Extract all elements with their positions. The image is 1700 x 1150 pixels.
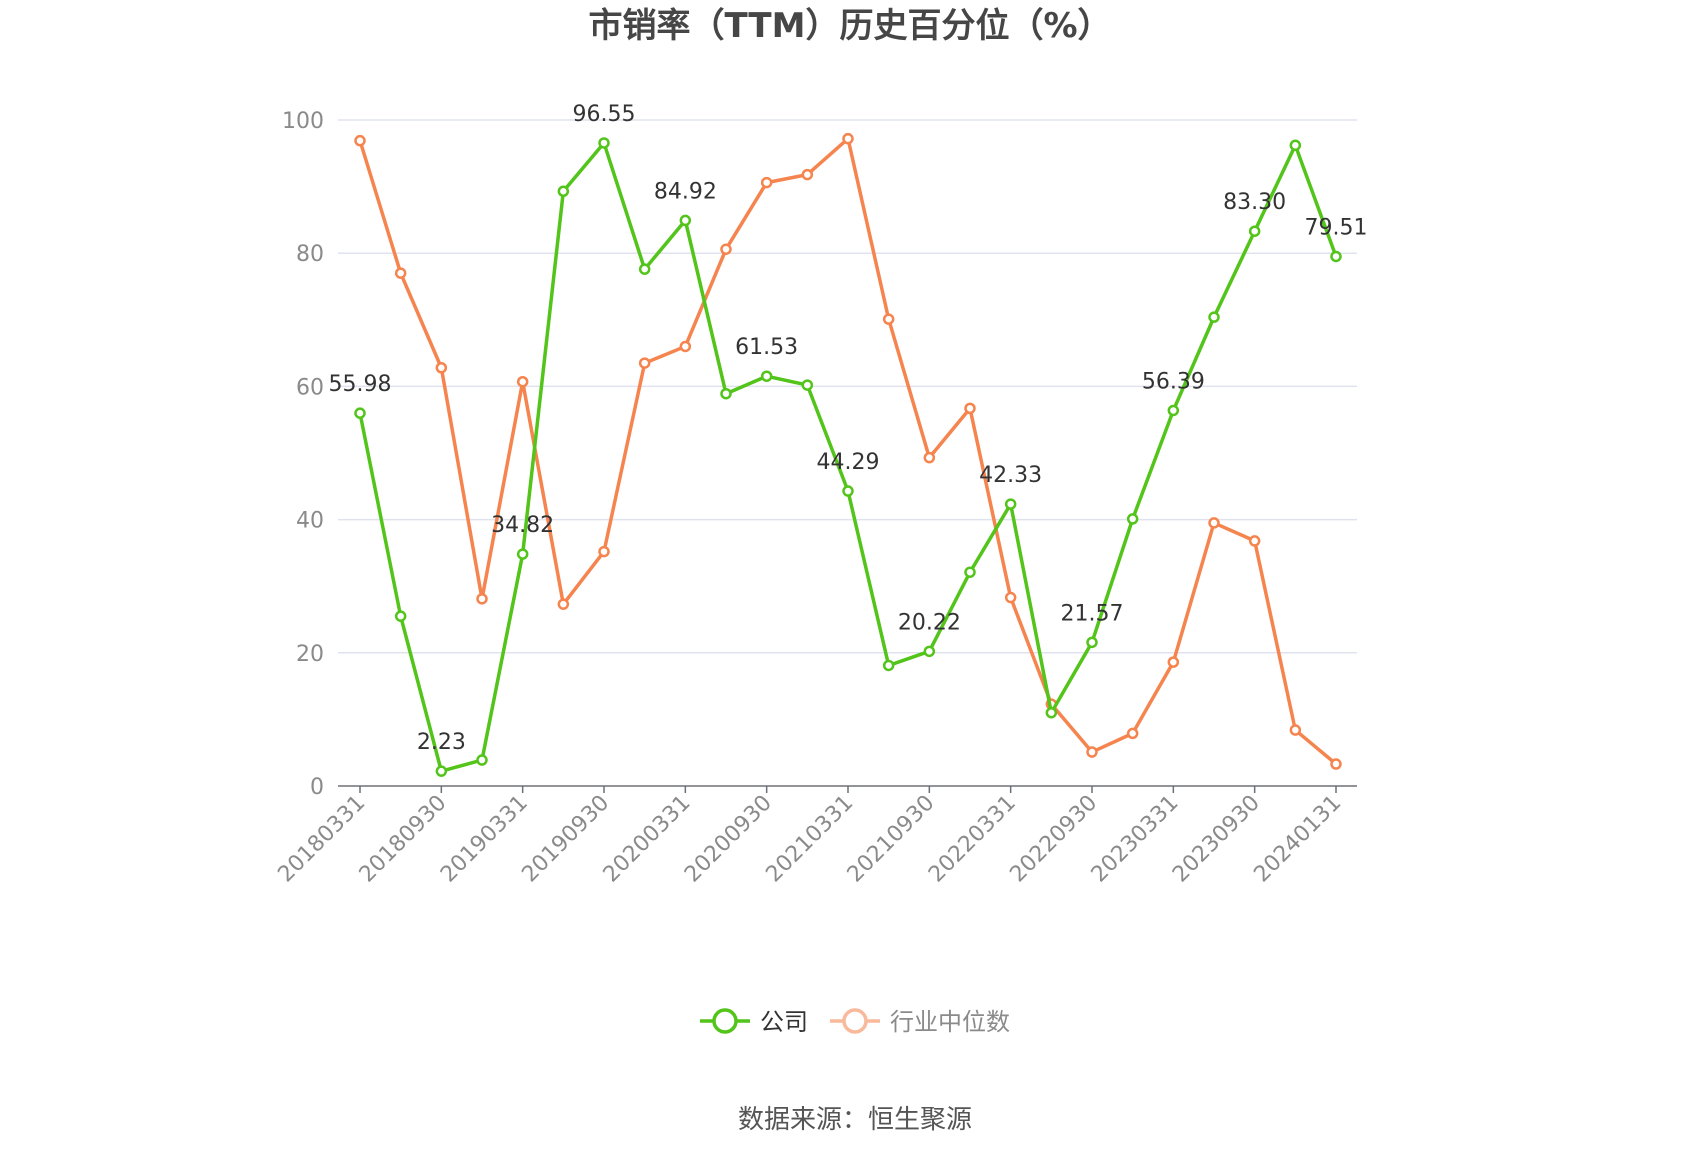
industry-median-point xyxy=(760,176,773,189)
data-label: 96.55 xyxy=(573,102,636,127)
data-label: 79.51 xyxy=(1305,215,1368,240)
industry-median-point xyxy=(882,313,895,325)
industry-median-point xyxy=(1004,591,1017,604)
x-tick-label: 20200331 xyxy=(599,791,696,888)
industry-median-point xyxy=(679,340,692,353)
gridlines xyxy=(338,119,1357,654)
company-point xyxy=(516,548,529,560)
x-tick-label: 20180331 xyxy=(273,791,370,888)
company-point xyxy=(1045,706,1058,719)
company-point xyxy=(1289,139,1302,152)
x-tick-label: 20190930 xyxy=(517,791,614,888)
industry-median-point xyxy=(1248,535,1261,547)
chart-title: 市销率（TTM）历史百分位（%） xyxy=(588,6,1111,46)
company-point xyxy=(1248,225,1261,237)
legend: 公司 行业中位数 xyxy=(700,1008,1010,1036)
company-point xyxy=(1208,311,1220,323)
company-point xyxy=(720,387,732,400)
y-tick-label: 60 xyxy=(296,375,324,400)
industry-median-point xyxy=(1289,724,1302,736)
data-label: 55.98 xyxy=(329,372,392,397)
legend-marker-icon xyxy=(842,1008,868,1034)
data-label: 34.82 xyxy=(491,513,554,538)
industry-median-point xyxy=(354,134,366,147)
company-point xyxy=(1330,250,1342,263)
company-point xyxy=(842,485,854,497)
industry-median-point xyxy=(923,451,936,464)
x-tick-label: 20220331 xyxy=(924,791,1021,888)
industry-median-point xyxy=(1330,758,1342,770)
company-point xyxy=(435,765,448,777)
company-point xyxy=(801,379,814,391)
industry-median-point xyxy=(598,545,610,558)
industry-median-point xyxy=(476,593,488,605)
data-label: 21.57 xyxy=(1061,601,1124,626)
series-lines xyxy=(354,132,1342,777)
industry-median-point xyxy=(1167,656,1180,668)
industry-median-point xyxy=(557,598,570,610)
y-axis: 0 20 40 60 80 100 xyxy=(282,109,324,800)
y-tick-label: 100 xyxy=(282,109,324,134)
data-label: 61.53 xyxy=(735,335,798,360)
y-tick-label: 40 xyxy=(296,509,324,534)
company-point xyxy=(679,214,692,227)
industry-median-point xyxy=(638,357,651,369)
legend-label: 行业中位数 xyxy=(890,1008,1010,1036)
company-point xyxy=(557,185,570,198)
y-tick-label: 80 xyxy=(296,242,324,267)
x-tick-label: 20210930 xyxy=(843,791,940,888)
industry-median-point xyxy=(964,402,976,415)
company-point xyxy=(638,263,651,275)
x-tick-label: 20230331 xyxy=(1087,791,1184,888)
legend-label: 公司 xyxy=(760,1008,808,1036)
x-tick-label: 20210331 xyxy=(761,791,858,888)
company-point xyxy=(354,407,366,419)
company-point xyxy=(923,645,936,658)
x-tick-label: 20180930 xyxy=(355,791,452,888)
company-point xyxy=(1126,513,1139,525)
data-label: 84.92 xyxy=(654,179,717,204)
data-label: 44.29 xyxy=(817,450,880,475)
legend-item-industry-median[interactable]: 行业中位数 xyxy=(830,1008,1010,1036)
company-point xyxy=(1086,636,1098,649)
y-tick-label: 20 xyxy=(296,642,324,667)
x-tick-label: 20220930 xyxy=(1005,791,1102,888)
x-axis: 2018033120180930201903312019093020200331… xyxy=(273,785,1357,888)
legend-marker-icon xyxy=(712,1008,738,1034)
industry-median-point xyxy=(1086,746,1098,758)
industry-median-point xyxy=(1126,727,1139,740)
data-label: 42.33 xyxy=(979,463,1042,488)
industry-median-point xyxy=(801,168,814,181)
company-point xyxy=(882,659,895,672)
data-label: 20.22 xyxy=(898,610,961,635)
data-labels: 55.98 2.23 34.82 96.55 84.92 61.53 44.29 20.22 4… xyxy=(329,102,1368,755)
x-tick-label: 20200930 xyxy=(680,791,777,888)
source-note: 数据来源：恒生聚源 xyxy=(738,1105,972,1135)
legend-item-company[interactable]: 公司 xyxy=(700,1008,808,1036)
industry-median-point xyxy=(394,267,407,279)
x-tick-label: 20190331 xyxy=(436,791,533,888)
y-tick-label: 0 xyxy=(310,775,324,800)
industry-median-point xyxy=(720,243,732,255)
company-point xyxy=(394,610,407,622)
company-point xyxy=(760,370,773,382)
industry-median-point xyxy=(842,132,854,145)
data-label: 56.39 xyxy=(1142,369,1205,394)
data-label: 83.30 xyxy=(1223,190,1286,215)
data-label: 2.23 xyxy=(417,730,466,755)
industry-median-point xyxy=(516,375,529,388)
company-point xyxy=(476,754,488,766)
industry-median-point xyxy=(435,362,448,374)
company-point xyxy=(1004,498,1017,510)
company-point xyxy=(598,137,610,149)
company-point xyxy=(1167,404,1180,417)
x-tick-label: 20240131 xyxy=(1249,791,1346,888)
company-point xyxy=(964,566,976,578)
x-tick-label: 20230930 xyxy=(1168,791,1265,888)
industry-median-point xyxy=(1208,517,1220,529)
